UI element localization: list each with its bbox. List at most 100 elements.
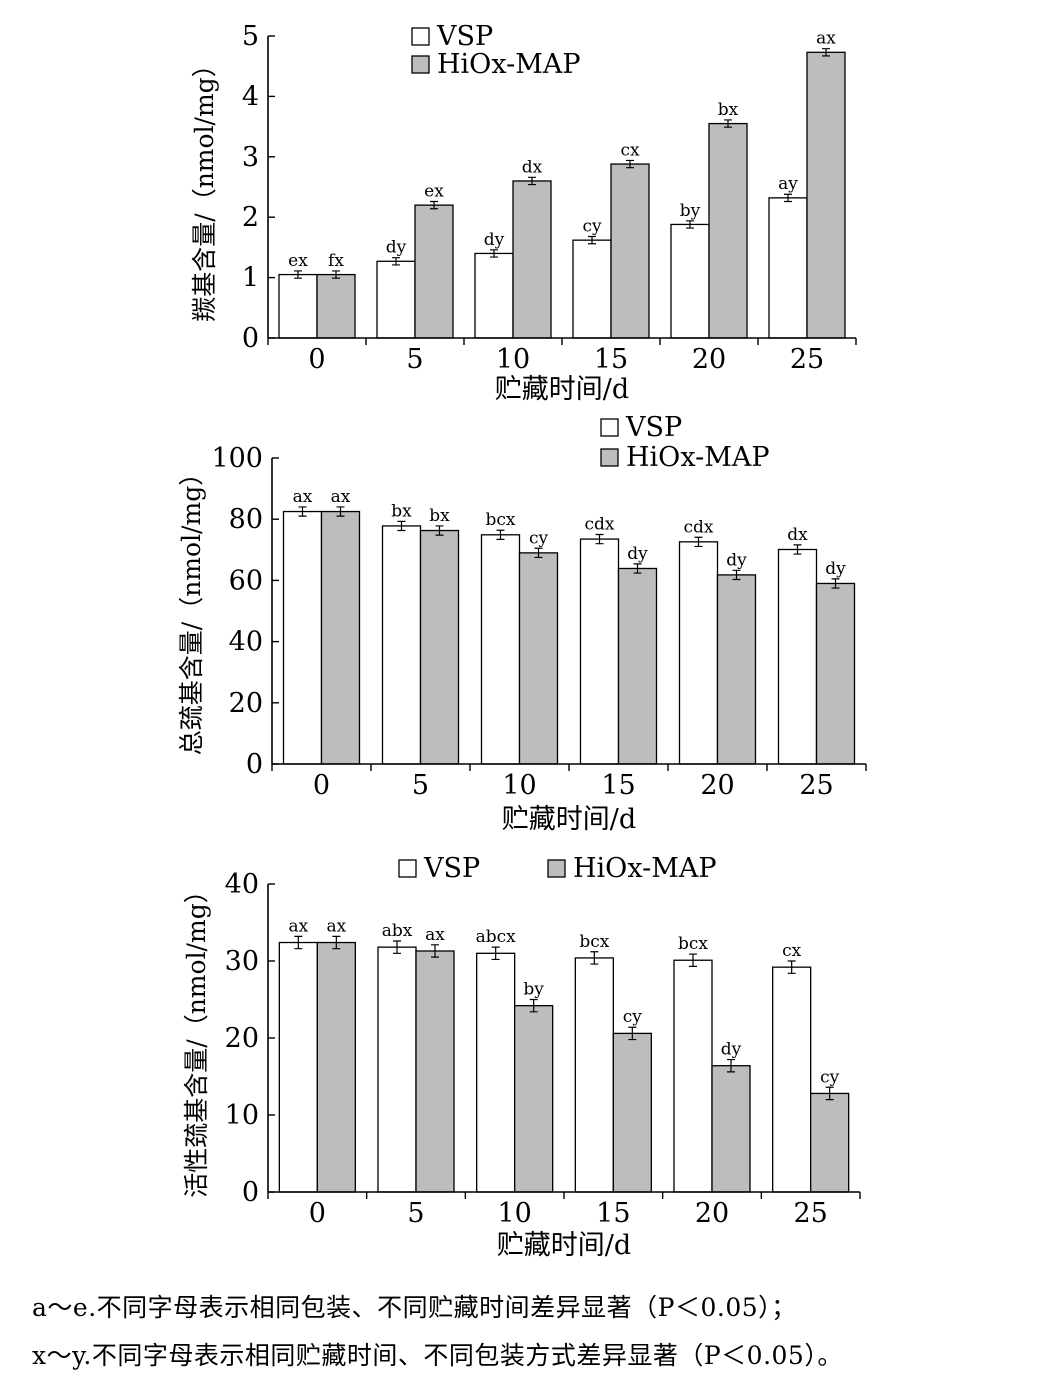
significance-label-hiox-25: cy xyxy=(820,1067,840,1087)
footnote-significance-time: a～e.不同字母表示相同包装、不同贮藏时间差异显著（P＜0.05）； xyxy=(32,1293,797,1322)
footnote-significance-packaging: x～y.不同字母表示相同贮藏时间、不同包装方式差异显著（P＜0.05）。 xyxy=(32,1341,843,1370)
legend-swatch-vsp xyxy=(411,27,430,46)
significance-label-vsp-25: dx xyxy=(787,525,808,545)
significance-label-vsp-15: cy xyxy=(582,217,602,237)
error-bar-hiox-25 xyxy=(822,48,830,57)
x-axis-title: 贮藏时间/d xyxy=(495,374,629,405)
error-bar-hiox-0 xyxy=(332,935,341,950)
bar-vsp-5 xyxy=(376,260,416,339)
x-axis-title: 贮藏时间/d xyxy=(497,1230,631,1261)
bar-hiox-25 xyxy=(810,1092,850,1193)
x-tick-label: 15 xyxy=(596,1198,630,1229)
significance-label-vsp-25: cx xyxy=(782,941,802,961)
significance-label-hiox-0: ax xyxy=(331,487,351,507)
bar-hiox-25 xyxy=(815,582,856,765)
legend-swatch-hiox xyxy=(600,448,619,467)
legend-label-vsp: VSP xyxy=(423,853,480,884)
x-tick-label: 15 xyxy=(594,344,628,375)
bar-vsp-25 xyxy=(768,197,808,339)
error-bar-vsp-25 xyxy=(793,544,802,555)
significance-label-vsp-20: by xyxy=(680,201,701,221)
y-tick-label: 5 xyxy=(242,21,259,52)
bar-hiox-5 xyxy=(415,950,455,1193)
y-tick-label: 30 xyxy=(225,946,259,977)
error-bar-hiox-10 xyxy=(528,176,536,186)
bar-hiox-5 xyxy=(414,204,454,339)
significance-label-hiox-0: ax xyxy=(326,916,346,936)
x-tick-label: 25 xyxy=(799,770,833,801)
legend-label-hiox: HiOx-MAP xyxy=(573,853,717,884)
significance-label-vsp-0: ex xyxy=(288,251,308,271)
bar-hiox-0 xyxy=(316,273,356,339)
bar-vsp-10 xyxy=(476,952,516,1193)
significance-label-hiox-15: cx xyxy=(620,140,640,160)
error-bar-vsp-0 xyxy=(298,506,307,517)
error-bar-vsp-15 xyxy=(590,951,599,965)
significance-label-hiox-20: dy xyxy=(721,1040,742,1060)
significance-label-hiox-10: by xyxy=(523,980,544,1000)
error-bar-vsp-25 xyxy=(787,960,796,974)
error-bar-vsp-5 xyxy=(393,940,401,954)
legend-label-vsp: VSP xyxy=(625,412,682,443)
legend-swatch-hiox xyxy=(411,55,430,74)
x-tick-label: 15 xyxy=(601,770,635,801)
error-bar-vsp-10 xyxy=(496,529,505,540)
bar-hiox-0 xyxy=(316,941,356,1193)
bar-hiox-10 xyxy=(512,180,552,339)
significance-label-vsp-25: ay xyxy=(778,174,798,194)
significance-label-hiox-15: cy xyxy=(623,1007,643,1027)
significance-label-hiox-5: ex xyxy=(424,181,444,201)
significance-label-hiox-20: bx xyxy=(718,100,739,120)
bar-vsp-25 xyxy=(772,966,812,1193)
legend-swatch-vsp xyxy=(398,859,417,878)
legend-swatch-vsp xyxy=(600,418,619,437)
bar-hiox-10 xyxy=(514,1005,554,1193)
bar-vsp-0 xyxy=(278,273,318,339)
x-tick-label: 10 xyxy=(497,1198,531,1229)
x-tick-label: 20 xyxy=(692,344,726,375)
y-tick-label: 0 xyxy=(242,1177,259,1208)
x-tick-label: 0 xyxy=(308,344,325,375)
error-bar-hiox-5 xyxy=(435,525,444,536)
legend-label-hiox: HiOx-MAP xyxy=(626,442,770,473)
x-tick-label: 20 xyxy=(700,770,734,801)
bar-hiox-20 xyxy=(716,574,757,765)
y-axis-title: 羰基含量/（nmol/mg） xyxy=(190,52,219,321)
y-tick-label: 4 xyxy=(242,81,259,112)
y-tick-label: 1 xyxy=(242,263,259,294)
error-bar-hiox-15 xyxy=(626,159,634,169)
significance-label-vsp-20: bcx xyxy=(678,934,708,954)
significance-label-vsp-5: abx xyxy=(382,921,413,941)
significance-label-vsp-0: ax xyxy=(288,916,308,936)
bar-vsp-15 xyxy=(572,239,612,339)
y-tick-label: 3 xyxy=(242,142,259,173)
bar-hiox-15 xyxy=(617,567,658,765)
significance-label-hiox-25: ax xyxy=(816,29,836,49)
significance-label-vsp-10: dy xyxy=(484,230,505,250)
y-tick-label: 20 xyxy=(225,1023,259,1054)
bar-hiox-25 xyxy=(806,51,846,339)
y-tick-label: 80 xyxy=(229,504,263,535)
bar-vsp-15 xyxy=(574,957,614,1193)
y-tick-label: 2 xyxy=(242,202,259,233)
y-axis-title: 总巯基含量/（nmol/mg） xyxy=(177,461,206,755)
bar-vsp-5 xyxy=(377,946,417,1193)
error-bar-hiox-15 xyxy=(628,1026,637,1041)
error-bar-vsp-15 xyxy=(595,533,604,545)
error-bar-vsp-25 xyxy=(784,193,792,203)
bar-vsp-20 xyxy=(670,223,710,339)
y-tick-label: 60 xyxy=(229,565,263,596)
bar-hiox-5 xyxy=(419,529,460,765)
significance-label-vsp-10: abcx xyxy=(476,927,517,947)
error-bar-hiox-5 xyxy=(431,944,439,958)
error-bar-vsp-0 xyxy=(294,270,302,279)
x-tick-label: 20 xyxy=(695,1198,729,1229)
bar-vsp-10 xyxy=(480,534,521,765)
x-tick-label: 5 xyxy=(406,344,423,375)
significance-label-hiox-15: dy xyxy=(627,544,648,564)
error-bar-vsp-15 xyxy=(588,235,596,245)
significance-label-vsp-20: cdx xyxy=(684,517,714,537)
